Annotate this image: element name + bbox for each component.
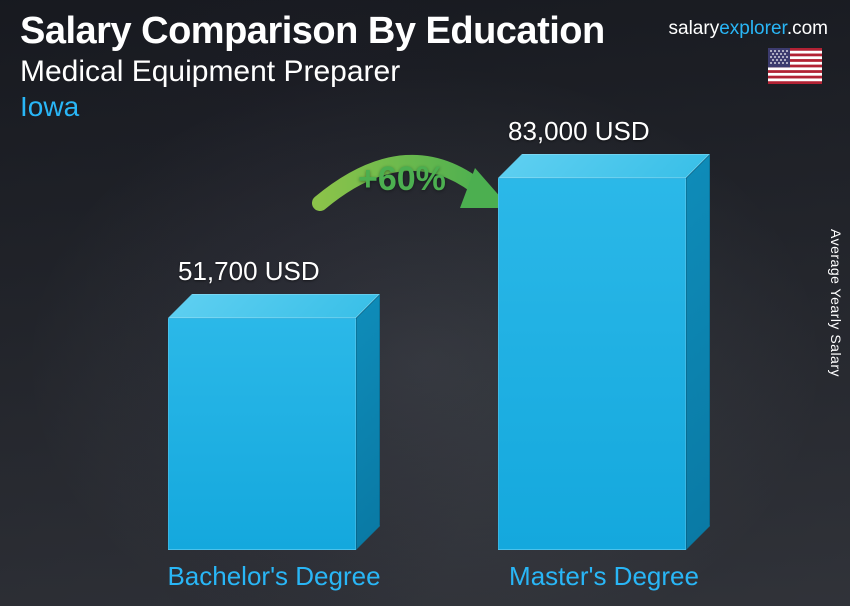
brand-prefix: salary: [669, 18, 720, 39]
page-subtitle: Medical Equipment Preparer: [20, 55, 830, 89]
bar-1: 83,000 USDMaster's Degree: [498, 178, 710, 550]
chart-area: 51,700 USDBachelor's Degree83,000 USDMas…: [0, 166, 850, 606]
bar-label-0: Bachelor's Degree: [158, 561, 390, 592]
brand-suffix: .com: [787, 18, 828, 39]
brand-accent: explorer: [719, 18, 787, 39]
bar-value-0: 51,700 USD: [178, 256, 320, 287]
location-label: Iowa: [20, 91, 830, 123]
bar-label-1: Master's Degree: [488, 561, 720, 592]
brand-label: salaryexplorer.com: [669, 18, 828, 40]
us-flag-icon: [768, 48, 822, 84]
bar-value-1: 83,000 USD: [508, 116, 650, 147]
bar-0: 51,700 USDBachelor's Degree: [168, 318, 380, 550]
